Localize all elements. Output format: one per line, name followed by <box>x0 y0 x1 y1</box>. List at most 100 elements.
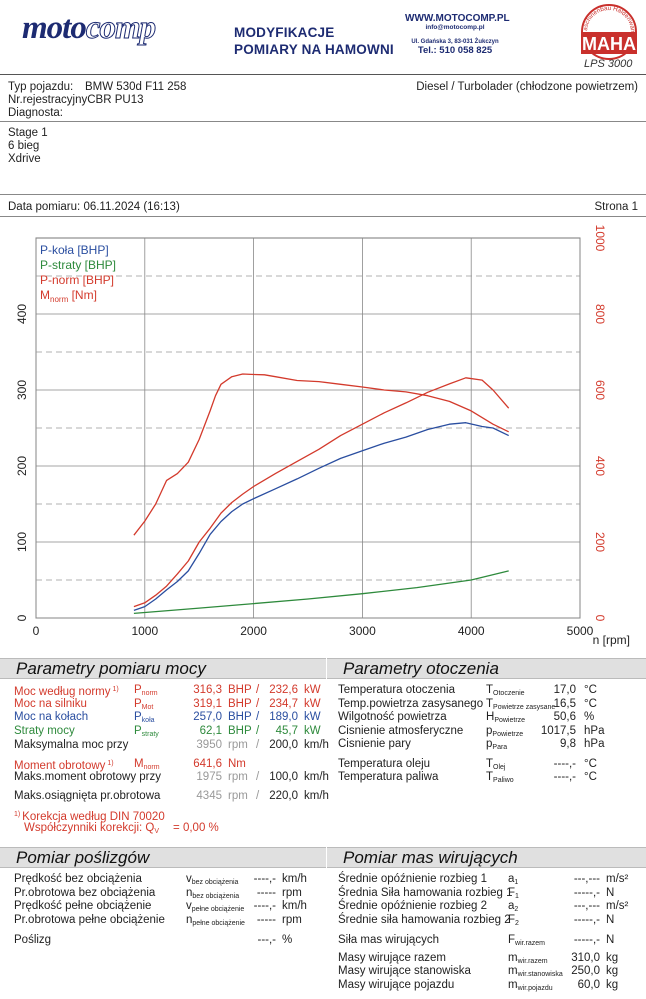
rotating-row: Średnie opóźnienie rozbieg 2 a2 ---,--- m/s… <box>338 899 638 913</box>
rotating-row-symbol: F1 <box>508 887 519 900</box>
power-row-kw-unit: kW <box>304 724 321 737</box>
ambient-row-symbol-sub: Powietrze <box>492 731 524 738</box>
contact-block: WWW.MOTOCOMP.PL info@motocomp.pl Ul. Gda… <box>405 13 510 56</box>
max-torque-speed: Maks.moment obrotowy przy 1975 rpm / 100,0 km… <box>14 770 329 784</box>
power-row-symbol: Pstraty <box>134 724 159 738</box>
legend-entry: Mnorm [Nm] <box>40 288 97 304</box>
power-row-bhp-unit: BHP <box>228 697 252 710</box>
rotating-row-value: -----,- <box>573 887 600 899</box>
footnote-mark: 1) <box>105 760 114 767</box>
rotating-row-unit: kg <box>606 952 619 964</box>
y-left-tick-label: 300 <box>15 380 29 400</box>
rotating-row-label: Masy wirujące razem <box>338 952 446 964</box>
slip-row-label: Prędkość bez obciążenia <box>14 873 142 885</box>
ambient-row-symbol-sub: Para <box>492 744 508 751</box>
vehicle-type-value: BMW 530d F11 258 <box>85 81 187 93</box>
rotating-row-symbol-sub: wir.stanowiska <box>517 971 563 978</box>
power-row: Straty mocy Pstraty 62,1 BHP / 45,7 kW <box>14 724 321 738</box>
dyno-chart: 0 1000 2000 3000 4000 50000100200300400020040… <box>15 225 630 647</box>
footnote-qv-sub: V <box>154 828 160 835</box>
ambient-row-symbol: TPaliwo <box>486 771 514 784</box>
power-row-kw-unit: kW <box>304 711 321 723</box>
ambient-row-value: 17,0 <box>553 684 576 696</box>
rotating-row-value: 60,0 <box>577 979 600 991</box>
slip-row-symbol-sub: bez obciążenia <box>192 893 240 900</box>
series-p-norm <box>133 377 510 608</box>
ambient-row-symbol: TOlej <box>486 758 506 771</box>
rotating-row-value: -----,- <box>573 934 600 946</box>
ambient-row: Temperatura paliwa TPaliwo ----,- °C <box>338 770 638 784</box>
rotating-row: Średnie siła hamowania rozbieg 2 F2 -----,… <box>338 913 638 927</box>
y-right-tick-label: 1000 <box>593 225 607 252</box>
rotating-row-symbol: mwir.stanowiska <box>508 965 563 978</box>
power-row-kw: 189,0 <box>269 711 298 723</box>
rotating-row-symbol: Fwir.razem <box>508 934 545 947</box>
rotating-row-symbol-sub: 1 <box>515 893 519 900</box>
ambient-row-label: Cisnienie atmosferyczne <box>338 725 464 737</box>
max-power-speed-rpm-unit: rpm <box>228 739 248 751</box>
ambient-row-unit: °C <box>584 758 597 770</box>
legend-entry: P-norm [BHP] <box>40 273 114 287</box>
rotating-row-symbol: F2 <box>508 914 519 927</box>
torque-unit: Nm <box>228 758 246 770</box>
ambient-row-value: 50,6 <box>553 711 576 723</box>
series-p-ko-a <box>133 422 509 612</box>
y-right-tick-label: 800 <box>593 304 607 324</box>
email-link[interactable]: info@motocomp.pl <box>425 24 485 31</box>
power-row-kw-unit: kW <box>304 684 321 696</box>
ambient-row-unit: % <box>584 711 595 723</box>
max-power-speed-label: Maksymalna moc przy <box>14 739 129 751</box>
rotating-row: Siła mas wirujących Fwir.razem -----,- N <box>338 933 638 947</box>
note-stage: Stage 1 <box>8 127 48 139</box>
max-torque-speed-speed-unit: km/h <box>304 771 329 783</box>
power-row-kw: 45,7 <box>275 724 298 737</box>
ambient-row-symbol-sub: Powietrze zasysane <box>493 704 556 711</box>
max-rpm: Maks.osiągnięta pr.obrotowa 4345 rpm / 220,0… <box>14 789 329 803</box>
y-left-tick-label: 200 <box>15 456 29 476</box>
ambient-row-label: Temperatura paliwa <box>338 771 439 783</box>
rotating-row-unit: kg <box>606 965 619 977</box>
logo-part2: comp <box>85 10 156 47</box>
slip-row-unit: rpm <box>282 914 302 926</box>
slip-row-label: Pr.obrotowa bez obciążenia <box>14 887 156 899</box>
rotating-row-symbol: mwir.razem <box>508 952 548 965</box>
slip-row: Pr.obrotowa bez obciążenia nbez obciążeni… <box>14 886 314 900</box>
rotating-row: Masy wirujące razem mwir.razem 310,0 kg <box>338 951 638 965</box>
rotating-row-symbol-sub: 2 <box>515 920 519 927</box>
chart-lines <box>133 373 510 615</box>
separator: / <box>256 724 260 737</box>
ambient-row-value: 9,8 <box>560 738 576 750</box>
power-row-bhp-unit: BHP <box>228 724 252 737</box>
rotating-row-label: Masy wirujące pojazdu <box>338 979 455 991</box>
power-params-header: Parametry pomiaru mocy <box>0 658 326 679</box>
torque-symbol: Mnorm <box>134 758 160 771</box>
slip-row-symbol-sub: bez obciążenia <box>191 879 239 886</box>
footnote-qv-value: = 0,00 % <box>173 822 219 834</box>
website-link[interactable]: WWW.MOTOCOMP.PL <box>405 13 510 24</box>
slip-row-unit: km/h <box>282 900 307 912</box>
max-rpm-speed: 220,0 <box>269 790 298 802</box>
separator: / <box>256 790 260 802</box>
ambient-row-symbol: TPowietrze zasysane <box>486 698 556 711</box>
ambient-row: Temperatura oleju TOlej ----,- °C <box>338 757 638 771</box>
max-power-speed-speed: 200,0 <box>269 739 298 751</box>
series-p-straty <box>133 570 509 615</box>
rotating-row-symbol-sub: wir.pojazdu <box>517 985 553 992</box>
ambient-row-label: Wilgotność powietrza <box>338 711 447 723</box>
ambient-row-unit: hPa <box>584 725 605 737</box>
footnote-mark: 1) <box>110 686 119 693</box>
torque-value: 641,6 <box>193 758 222 770</box>
rotating-row: Średnia Siła hamowania rozbieg 1 F1 -----,… <box>338 886 638 900</box>
ambient-row-unit: °C <box>584 771 597 783</box>
footnote-qv: Współczynniki korekcji: QV = 0,00 % <box>24 821 219 839</box>
separator: / <box>256 711 260 723</box>
rotating-row-symbol: a1 <box>508 873 519 886</box>
note-gear: 6 bieg <box>8 140 40 152</box>
rotating-row-unit: N <box>606 887 615 899</box>
power-row-symbol-sub: straty <box>141 730 159 738</box>
max-torque-speed-speed: 100,0 <box>269 771 298 783</box>
ambient-row-label: Temperatura oleju <box>338 758 431 770</box>
slip-row-label: Prędkość pełne obciążenie <box>14 900 152 912</box>
power-row-bhp-unit: BHP <box>228 711 252 723</box>
torque-label: Moment obrotowy <box>14 760 106 772</box>
